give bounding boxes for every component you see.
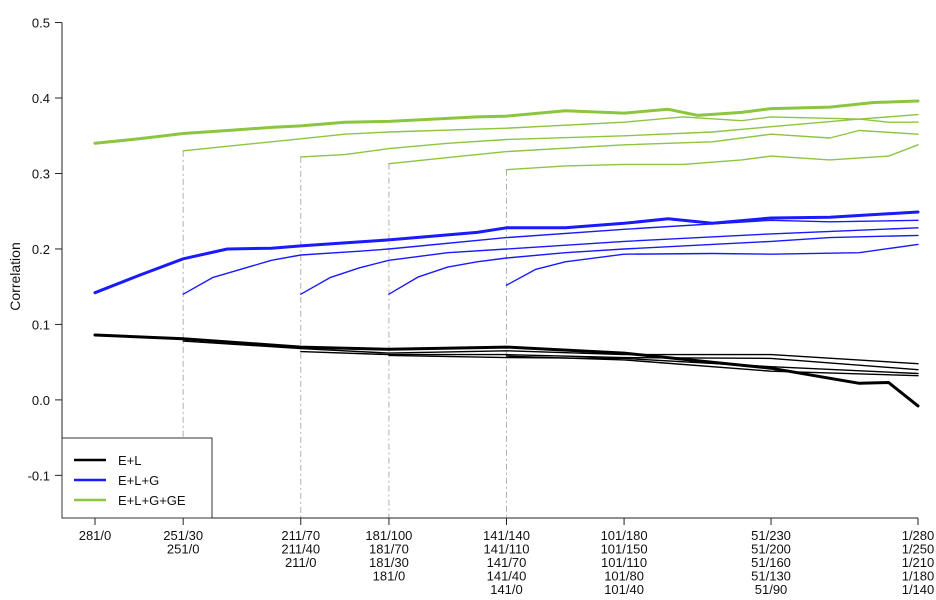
x-tick-label: 101/150: [601, 542, 648, 557]
start-marker-lines: [182, 150, 507, 518]
x-tick-label: 141/140: [483, 528, 530, 543]
x-tick-label: 101/110: [601, 555, 647, 570]
x-tick-label: 251/0: [167, 542, 200, 557]
x-tick-label: 1/250: [902, 542, 935, 557]
legend: E+L E+L+G E+L+G+GE: [61, 437, 213, 519]
legend-box: [61, 437, 213, 519]
x-tick-label: 51/200: [751, 542, 791, 557]
series-line-e-l-g-ge: [182, 113, 919, 152]
legend-label: E+L: [118, 453, 142, 468]
x-tick-label: 51/160: [751, 555, 791, 570]
x-tick-label: 141/70: [487, 555, 527, 570]
series-line-e-l: [300, 350, 919, 371]
x-tick-label: 1/140: [902, 582, 935, 597]
x-tick-label: 181/70: [369, 542, 409, 557]
y-tick-label: 0.1: [32, 317, 50, 332]
x-tick-label: 211/0: [285, 555, 317, 570]
x-tick-label: 1/180: [902, 569, 935, 584]
series-line-e-l-g-ge: [388, 129, 919, 165]
x-tick-label: 51/130: [751, 569, 791, 584]
x-tick-label: 101/40: [604, 582, 644, 597]
y-axis: -0.1 0.0 0.1 0.2 0.3 0.4 0.5: [28, 16, 63, 483]
x-tick-label: 141/110: [483, 542, 529, 557]
x-tick-label: 181/100: [365, 528, 412, 543]
y-tick-label: 0.4: [32, 91, 50, 106]
x-tick-label: 51/230: [751, 528, 791, 543]
x-tick-label: 211/70: [281, 528, 320, 543]
series-lines: [93, 99, 920, 408]
series-line-e-l: [505, 355, 919, 377]
series-line-e-l-g-ge: [300, 118, 919, 158]
x-tick-label: 141/0: [490, 582, 523, 597]
x-tick-label: 181/30: [369, 555, 409, 570]
series-line-e-l: [93, 333, 920, 408]
legend-label: E+L+G+GE: [118, 493, 186, 508]
x-tick-label: 51/90: [755, 582, 788, 597]
series-line-e-l-g: [388, 234, 919, 295]
x-tick-label: 1/280: [902, 528, 935, 543]
series-line-e-l: [182, 340, 919, 365]
x-tick-label: 251/30: [163, 528, 203, 543]
series-line-e-l-g: [93, 210, 920, 295]
series-line-e-l-g-ge: [505, 144, 919, 171]
y-tick-label: 0.5: [32, 16, 50, 31]
x-tick-label: 1/210: [902, 555, 935, 570]
series-line-e-l: [388, 354, 919, 375]
y-tick-label: 0.2: [32, 242, 50, 257]
x-tick-label: 211/40: [281, 542, 320, 557]
legend-label: E+L+G: [118, 473, 159, 488]
y-tick-label: 0.0: [32, 393, 50, 408]
series-line-e-l-g: [182, 219, 919, 295]
y-tick-label: 0.3: [32, 166, 50, 181]
x-tick-label: 181/0: [373, 569, 406, 584]
series-line-e-l-g: [300, 227, 919, 295]
series-line-e-l-g-ge: [93, 99, 920, 145]
x-tick-label: 101/80: [604, 569, 644, 584]
y-axis-label: Correlation: [7, 242, 23, 310]
x-tick-label: 281/0: [79, 528, 112, 543]
x-tick-label: 141/40: [487, 569, 527, 584]
series-line-e-l-g: [505, 243, 919, 286]
y-tick-label: -0.1: [28, 468, 50, 483]
x-tick-label: 101/180: [601, 528, 648, 543]
